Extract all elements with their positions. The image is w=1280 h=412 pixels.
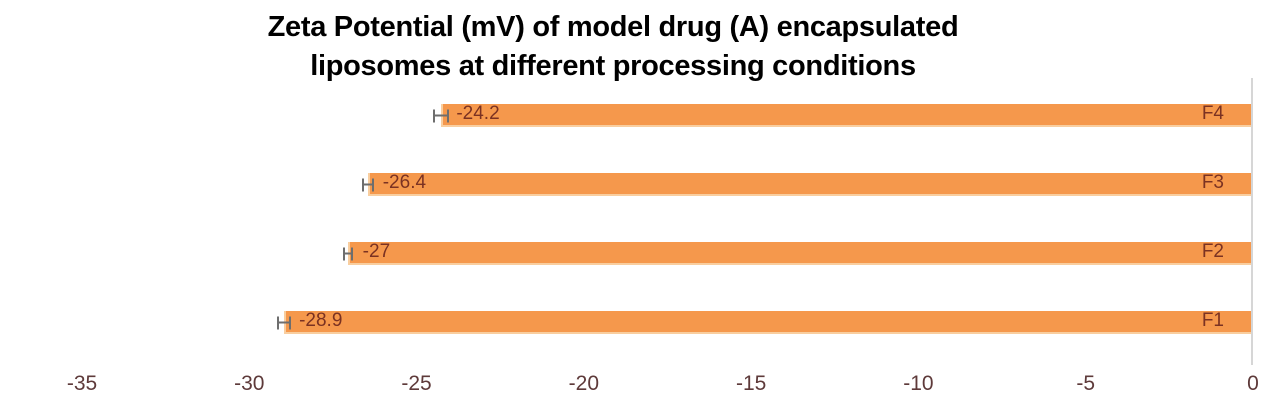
bar-category-label-f1: F1 bbox=[1201, 309, 1224, 331]
error-bar-cap-right bbox=[288, 316, 291, 329]
x-tick-label-neg35: -35 bbox=[66, 372, 98, 395]
bar-row-f4: -24.2 F4 bbox=[82, 102, 1253, 127]
x-axis-tick-labels: -35 -30 -25 -20 -15 -10 -5 0 bbox=[67, 372, 1259, 404]
error-bar-f4 bbox=[433, 109, 450, 122]
error-bar-cap-right bbox=[371, 178, 374, 191]
error-bar-f1 bbox=[277, 316, 291, 329]
bar-category-label-f4: F4 bbox=[1201, 102, 1224, 124]
bar-value-label-f1: -28.9 bbox=[299, 309, 343, 331]
bar-f2: -27 F2 bbox=[347, 240, 1251, 265]
bar-value-label-f2: -27 bbox=[362, 240, 391, 262]
x-tick-label-neg25: -25 bbox=[401, 372, 432, 395]
bar-f3: -26.4 F3 bbox=[367, 171, 1251, 196]
error-bar-cap-right bbox=[447, 109, 450, 122]
chart-title-line1: Zeta Potential (mV) of model drug (A) en… bbox=[267, 11, 959, 43]
chart-title-line2: liposomes at different processing condit… bbox=[310, 50, 916, 82]
error-bar-f2 bbox=[342, 247, 353, 260]
bar-f4: -24.2 F4 bbox=[441, 102, 1251, 127]
bar-row-f2: -27 F2 bbox=[82, 240, 1253, 265]
bar-f1: -28.9 F1 bbox=[284, 309, 1251, 334]
x-tick-label-neg30: -30 bbox=[234, 372, 265, 395]
error-bar-cap-left bbox=[277, 316, 280, 329]
error-bar-line bbox=[344, 252, 351, 255]
bar-row-f3: -26.4 F3 bbox=[82, 171, 1253, 196]
x-tick-label-neg10: -10 bbox=[903, 372, 934, 395]
error-bar-cap-left bbox=[433, 109, 436, 122]
x-tick-label-neg5: -5 bbox=[1076, 372, 1096, 395]
error-bar-line bbox=[279, 321, 289, 324]
bar-value-label-f4: -24.2 bbox=[456, 102, 500, 124]
x-tick-label-neg15: -15 bbox=[735, 372, 767, 395]
error-bar-cap-left bbox=[342, 247, 345, 260]
bar-category-label-f2: F2 bbox=[1201, 240, 1224, 262]
error-bar-f3 bbox=[361, 178, 374, 191]
error-bar-cap-left bbox=[361, 178, 364, 191]
bar-row-f1: -28.9 F1 bbox=[82, 309, 1253, 334]
zero-axis-line bbox=[1251, 78, 1253, 365]
error-bar-cap-right bbox=[350, 247, 353, 260]
plot-area: -24.2 F4 -26.4 F3 -27 F2 -28.9 F1 bbox=[82, 78, 1253, 365]
bar-category-label-f3: F3 bbox=[1201, 171, 1224, 193]
x-tick-label-0: 0 bbox=[1247, 372, 1259, 395]
chart-title: Zeta Potential (mV) of model drug (A) en… bbox=[0, 8, 1226, 86]
error-bar-line bbox=[435, 114, 448, 117]
error-bar-line bbox=[363, 183, 372, 186]
bar-value-label-f3: -26.4 bbox=[382, 171, 427, 193]
x-tick-label-neg20: -20 bbox=[568, 372, 600, 395]
